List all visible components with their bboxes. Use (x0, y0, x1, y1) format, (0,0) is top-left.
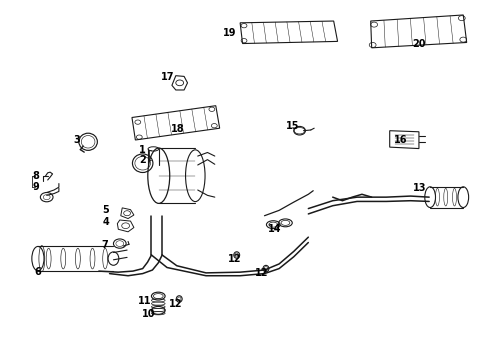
Text: 12: 12 (227, 254, 241, 264)
Text: 16: 16 (394, 135, 408, 145)
Text: 19: 19 (222, 28, 236, 38)
Text: 12: 12 (169, 299, 183, 309)
Text: 14: 14 (268, 224, 281, 234)
Text: 15: 15 (286, 121, 299, 131)
Text: 1: 1 (139, 145, 146, 155)
Text: 2: 2 (139, 156, 146, 165)
Text: 17: 17 (161, 72, 175, 82)
Text: 18: 18 (171, 124, 185, 134)
Text: 9: 9 (32, 182, 39, 192)
Text: 6: 6 (35, 267, 41, 277)
Text: 5: 5 (102, 205, 109, 215)
Text: 20: 20 (413, 39, 426, 49)
Text: 3: 3 (74, 135, 80, 145)
Text: 8: 8 (32, 171, 39, 181)
Text: 4: 4 (103, 217, 110, 227)
Text: 10: 10 (142, 309, 155, 319)
Text: 12: 12 (255, 268, 269, 278)
Text: 11: 11 (138, 296, 152, 306)
Text: 13: 13 (413, 183, 426, 193)
Text: 7: 7 (102, 240, 109, 250)
